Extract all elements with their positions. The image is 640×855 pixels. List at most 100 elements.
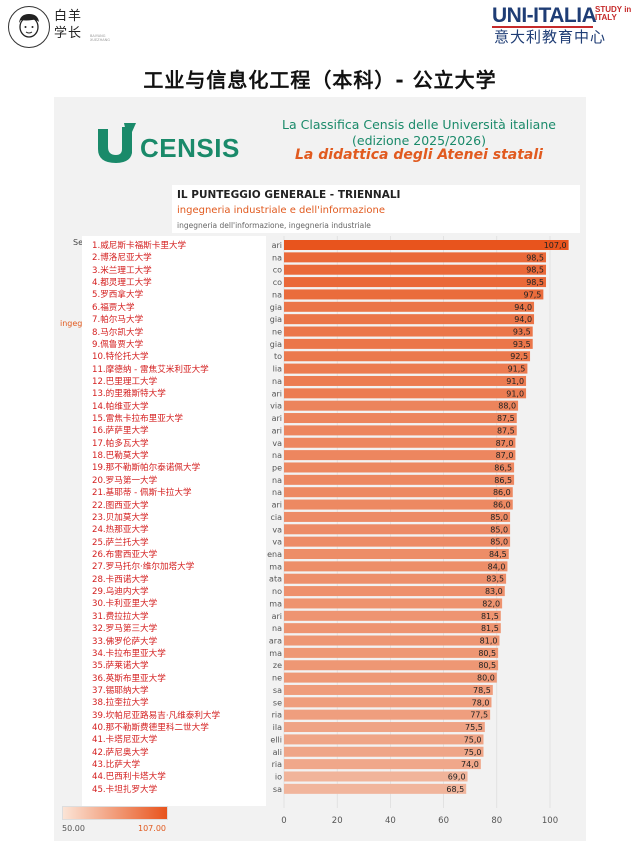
list-item: 4.都灵理工大学: [92, 278, 152, 289]
bar: [284, 487, 513, 498]
row-label-fragment: pe: [272, 463, 282, 472]
bar-value-label: 86,5: [494, 476, 512, 485]
bar: [284, 684, 493, 695]
bar-value-label: 88,0: [498, 402, 516, 411]
list-item: 37.锡耶纳大学: [92, 685, 149, 696]
bar-value-label: 93,5: [513, 328, 531, 337]
bar-value-label: 97,5: [524, 290, 542, 299]
row-label-fragment: ne: [272, 674, 282, 683]
bar: [284, 524, 511, 535]
list-item: 30.卡利亚里大学: [92, 599, 158, 610]
row-label-fragment: ena: [267, 550, 282, 559]
bar-value-label: 98,5: [526, 278, 544, 287]
row-label-fragment: gia: [270, 303, 282, 312]
list-item: 44.巴西利卡塔大学: [92, 772, 166, 783]
row-label-fragment: no: [272, 587, 282, 596]
list-item: 15.雷焦卡拉布里亚大学: [92, 414, 184, 425]
study-in-italy-text: STUDY in ITALY: [595, 5, 632, 22]
bar-value-label: 87,5: [497, 426, 515, 435]
list-item: 40.那不勒斯费德里科二世大学: [92, 723, 209, 734]
bar-value-label: 86,0: [493, 501, 511, 510]
censis-wordmark: CENSIS: [140, 133, 240, 163]
context-box: IL PUNTEGGIO GENERALE - TRIENNALI ingegn…: [172, 185, 580, 233]
bar: [284, 660, 499, 671]
row-label-fragment: sa: [273, 686, 282, 695]
list-item: 36.英斯布里亚大学: [92, 673, 166, 684]
list-item: 11.摩德纳 - 雷焦艾米利亚大学: [92, 364, 209, 375]
bar-value-label: 83,0: [485, 587, 503, 596]
bar: [284, 462, 515, 473]
bar: [284, 326, 533, 337]
bar-value-label: 85,0: [490, 538, 508, 547]
bar: [284, 375, 527, 386]
x-tick-label: 60: [438, 816, 449, 826]
bar-value-label: 85,0: [490, 525, 508, 534]
row-label-fragment: ma: [269, 599, 282, 608]
bar: [284, 277, 547, 288]
row-label-fragment: elli: [270, 735, 282, 744]
list-item: 17.帕多瓦大学: [92, 438, 149, 449]
bar: [284, 598, 503, 609]
bar-value-label: 98,5: [526, 266, 544, 275]
list-item: 38.拉奎拉大学: [92, 698, 149, 709]
avatar-face-icon: [19, 14, 39, 38]
list-item: 13.的里雅斯特大学: [92, 389, 166, 400]
bar: [284, 783, 467, 794]
row-label-fragment: ari: [272, 389, 282, 398]
bar-value-label: 68,5: [446, 785, 464, 794]
row-label-fragment: ari: [272, 414, 282, 423]
bar-value-label: 81,5: [481, 624, 499, 633]
logo-underline: [492, 26, 593, 28]
x-tick-label: 0: [281, 816, 286, 826]
bar: [284, 536, 511, 547]
uni-italia-cn: 意大利教育中心: [494, 28, 607, 46]
list-item: 32.罗马第三大学: [92, 624, 158, 635]
row-label-fragment: va: [272, 439, 282, 448]
row-label-fragment: ari: [272, 426, 282, 435]
brand-name: 白羊学长: [54, 9, 83, 41]
bar: [284, 759, 481, 770]
avatar: [8, 6, 50, 48]
bar-value-label: 78,0: [472, 698, 490, 707]
bar-value-label: 74,0: [461, 760, 479, 769]
bar-value-label: 80,0: [477, 674, 495, 683]
bar-value-label: 80,5: [478, 661, 496, 670]
bar-value-label: 93,5: [513, 340, 531, 349]
list-item: 20.罗马第一大学: [92, 475, 158, 486]
bar-value-label: 107,0: [544, 241, 567, 250]
list-item: 21.基耶蒂 - 佩斯卡拉大学: [92, 488, 192, 499]
bar: [284, 722, 485, 733]
bar-value-label: 92,5: [510, 352, 528, 361]
bar: [284, 647, 499, 658]
bar-value-label: 94,0: [514, 303, 532, 312]
list-item: 14.帕维亚大学: [92, 401, 149, 412]
bar: [284, 301, 535, 312]
bar-value-label: 81,0: [480, 637, 498, 646]
list-item: 35.萨莱诺大学: [92, 661, 149, 672]
list-item: 24.热那亚大学: [92, 525, 149, 536]
row-label-fragment: na: [272, 488, 282, 497]
list-item: 31.费拉拉大学: [92, 611, 149, 622]
row-label-fragment: va: [272, 538, 282, 547]
list-item: 1.威尼斯卡福斯卡里大学: [92, 241, 187, 251]
bar: [284, 586, 505, 597]
list-item: 5.罗西拿大学: [92, 290, 144, 301]
row-label-fragment: via: [270, 402, 282, 411]
row-label-fragment: ma: [269, 562, 282, 571]
row-label-fragment: ari: [272, 612, 282, 621]
bar-value-label: 75,0: [464, 748, 482, 757]
bar: [284, 474, 515, 485]
list-item: 9.佩鲁贾大学: [92, 339, 144, 350]
bar: [284, 252, 547, 263]
row-label-fragment: io: [275, 772, 282, 781]
bar: [284, 437, 516, 448]
bar: [284, 771, 468, 782]
color-scale-legend: [62, 806, 168, 820]
context-classes: ingegneria dell'informazione, ingegneria…: [177, 221, 371, 230]
brand-left: 白羊学长 BAIYANG XUEZHANG: [8, 6, 118, 50]
ranking-title-line2: (edizione 2025/2026): [352, 133, 486, 148]
row-label-fragment: lia: [273, 365, 282, 374]
x-tick-label: 100: [542, 816, 558, 826]
row-label-fragment: ne: [272, 328, 282, 337]
